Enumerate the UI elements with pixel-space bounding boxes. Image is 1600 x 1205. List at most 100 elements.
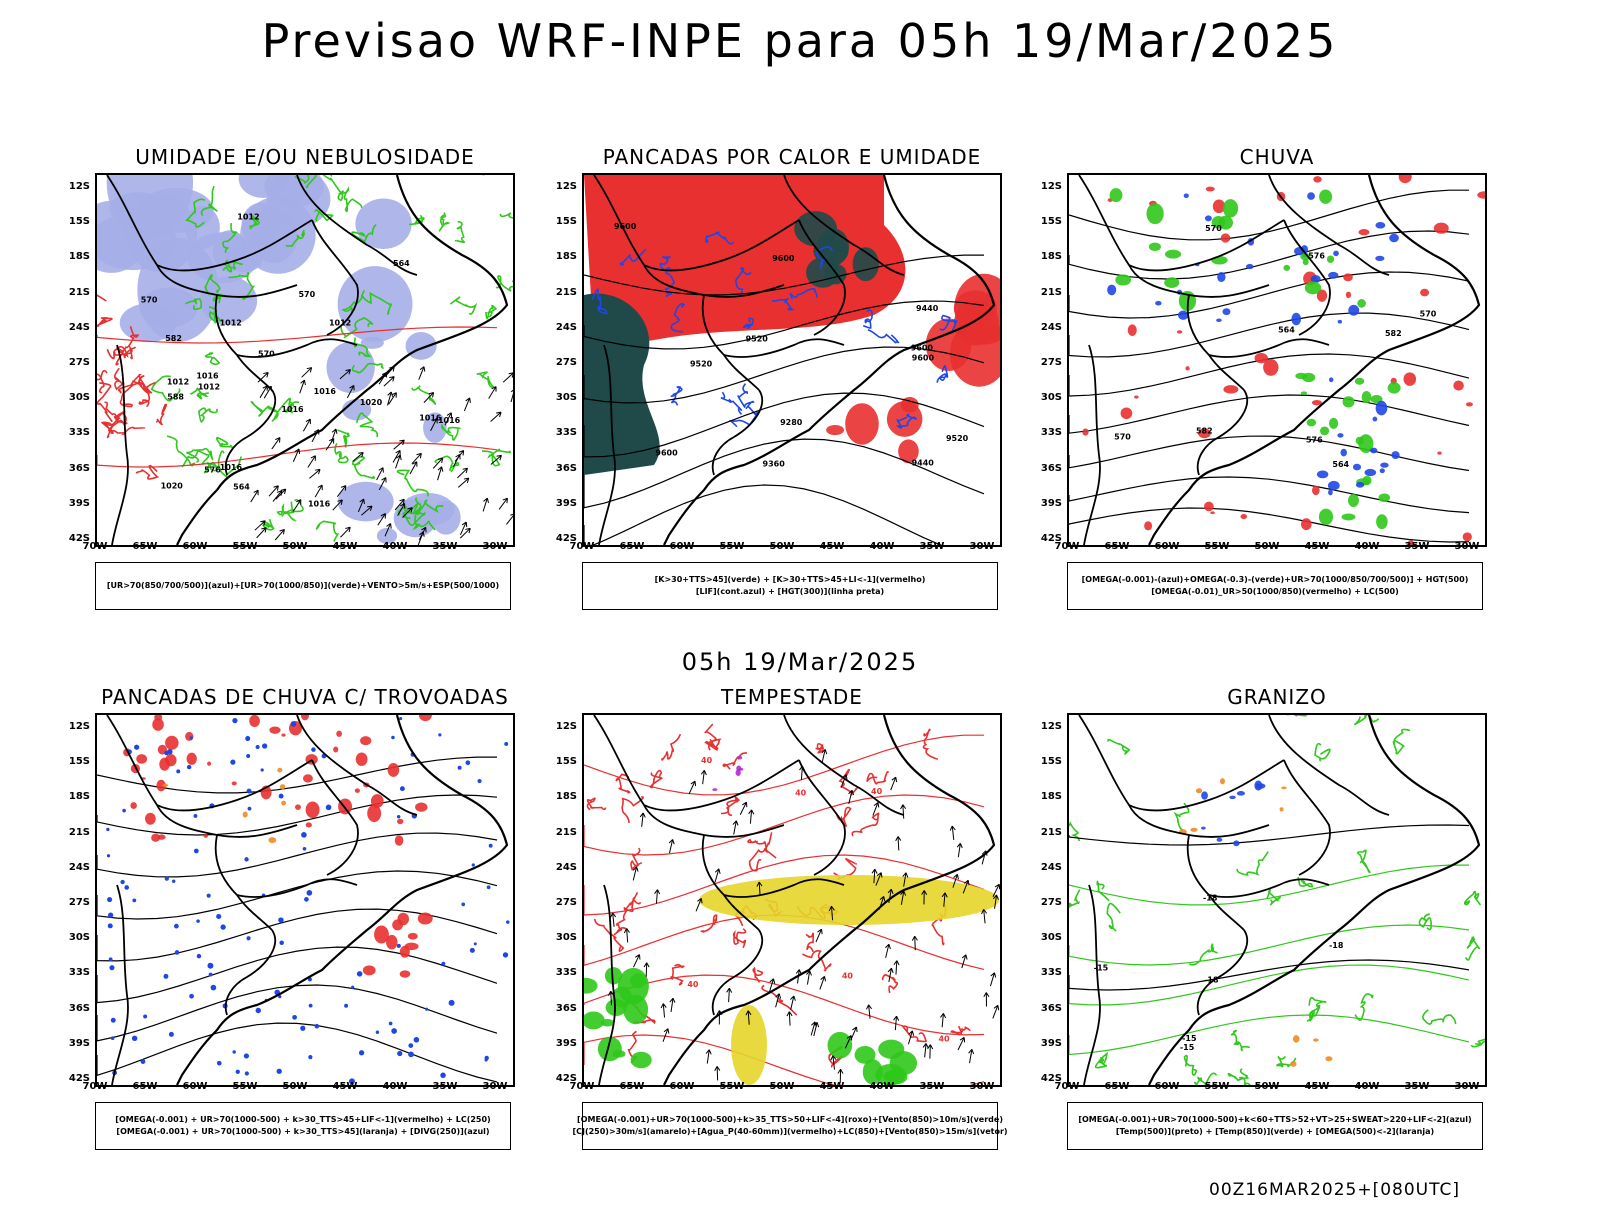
legend-line: [K>30+TTS>45](verde) + [K>30+TTS>45+LI<-… bbox=[655, 574, 926, 586]
contour-label: 1012 bbox=[329, 319, 351, 328]
field-dot bbox=[359, 1050, 364, 1055]
field-blob bbox=[277, 768, 282, 773]
wind-vector bbox=[257, 528, 267, 538]
main-title: Previsao WRF-INPE para 05h 19/Mar/2025 bbox=[0, 14, 1600, 68]
contour-line bbox=[1069, 865, 1469, 905]
field-blob bbox=[163, 784, 168, 787]
wind-vector bbox=[789, 1012, 790, 1026]
field-dot bbox=[391, 736, 395, 740]
legend-box: [OMEGA(-0.001) + UR>70(1000-500) + k>30_… bbox=[95, 1102, 511, 1150]
field-dot bbox=[245, 1071, 249, 1075]
y-tick-label: 36S bbox=[537, 1003, 577, 1014]
legend-line: [OMEGA(-0.001)+UR>70(1000-500)+k<60+TTS>… bbox=[1078, 1114, 1471, 1126]
x-tick-label: 40W bbox=[375, 1081, 415, 1092]
contour-squiggle bbox=[1393, 729, 1410, 753]
contour-line bbox=[584, 915, 984, 969]
contour-squiggle bbox=[1069, 890, 1080, 908]
field-blob bbox=[1223, 385, 1238, 393]
contour-squiggle bbox=[1107, 904, 1120, 932]
field-blob bbox=[824, 264, 846, 284]
x-tick-label: 40W bbox=[1347, 1081, 1387, 1092]
field-blob bbox=[281, 801, 286, 806]
contour-label: 576 bbox=[204, 465, 221, 474]
field-blob bbox=[1404, 372, 1417, 386]
contour-label: 564 bbox=[393, 259, 410, 268]
field-blob bbox=[1201, 791, 1208, 799]
field-dot bbox=[278, 917, 283, 922]
field-dot bbox=[303, 847, 307, 851]
country-border bbox=[1084, 345, 1100, 545]
field-blob bbox=[878, 1040, 904, 1059]
contour-squiggle bbox=[923, 729, 937, 759]
x-tick-label: 45W bbox=[1297, 1081, 1337, 1092]
field-dot bbox=[309, 1004, 313, 1008]
country-border bbox=[1084, 885, 1100, 1085]
field-blob bbox=[355, 788, 360, 793]
field-blob bbox=[1165, 250, 1181, 259]
field-dot bbox=[326, 805, 332, 811]
y-tick-label: 18S bbox=[1022, 791, 1062, 802]
field-blob bbox=[360, 736, 371, 745]
field-dot bbox=[122, 809, 126, 813]
field-blob bbox=[1375, 256, 1384, 261]
coastline bbox=[1149, 715, 1479, 1085]
y-tick-label: 18S bbox=[50, 251, 90, 262]
x-tick-label: 50W bbox=[1247, 541, 1287, 552]
y-tick-label: 12S bbox=[1022, 181, 1062, 192]
field-blob bbox=[1463, 532, 1472, 541]
x-tick-label: 60W bbox=[1147, 541, 1187, 552]
field-blob bbox=[1342, 513, 1356, 520]
wind-vector bbox=[460, 528, 470, 538]
field-blob bbox=[1220, 778, 1225, 784]
legend-box: [K>30+TTS>45](verde) + [K>30+TTS>45+LI<-… bbox=[582, 562, 998, 610]
field-blob bbox=[397, 913, 409, 926]
y-tick-label: 24S bbox=[1022, 322, 1062, 333]
field-blob bbox=[1346, 292, 1351, 298]
field-dot bbox=[109, 957, 113, 961]
legend-line: [Temp(500)](preto) + [Temp(850)](verde) … bbox=[1116, 1126, 1434, 1138]
x-tick-label: 65W bbox=[125, 541, 165, 552]
contour-squiggle bbox=[156, 404, 166, 424]
x-tick-label: 70W bbox=[75, 1081, 115, 1092]
field-blob bbox=[1434, 223, 1449, 234]
field-dot bbox=[169, 1032, 174, 1037]
contour-label: -18 bbox=[1329, 941, 1344, 950]
field-blob bbox=[738, 756, 743, 759]
y-tick-label: 39S bbox=[50, 498, 90, 509]
field-blob bbox=[1082, 428, 1088, 435]
y-tick-label: 30S bbox=[50, 392, 90, 403]
wind-vector bbox=[656, 890, 657, 904]
field-dot bbox=[391, 1028, 397, 1034]
contour-squiggle bbox=[852, 813, 879, 836]
legend-box: [OMEGA(-0.001)+UR>70(1000-500)+k<60+TTS>… bbox=[1067, 1102, 1483, 1150]
field-dot bbox=[489, 844, 493, 848]
country-border bbox=[112, 885, 128, 1085]
y-tick-label: 39S bbox=[1022, 1038, 1062, 1049]
field-dot bbox=[397, 815, 400, 818]
field-blob bbox=[1185, 366, 1189, 370]
y-tick-label: 33S bbox=[50, 427, 90, 438]
contour-label: 570 bbox=[1205, 224, 1222, 233]
country-border bbox=[594, 715, 784, 837]
x-tick-label: 70W bbox=[562, 541, 602, 552]
field-blob bbox=[1328, 481, 1340, 490]
x-tick-label: 55W bbox=[1197, 541, 1237, 552]
contour-label: 570 bbox=[141, 296, 158, 305]
field-blob bbox=[1115, 274, 1131, 285]
contour-label: 9520 bbox=[746, 334, 769, 343]
field-dot bbox=[261, 768, 264, 771]
map-svg bbox=[97, 715, 513, 1085]
contour-label: 1012 bbox=[237, 212, 259, 221]
field-dot bbox=[504, 742, 508, 746]
field-blob bbox=[136, 754, 147, 764]
field-dot bbox=[187, 765, 191, 769]
contour-squiggle bbox=[738, 384, 753, 409]
field-blob bbox=[1365, 469, 1377, 476]
field-blob bbox=[1134, 396, 1139, 399]
contour-line bbox=[1069, 477, 1469, 513]
field-dot bbox=[466, 760, 471, 765]
field-dot bbox=[301, 832, 307, 838]
